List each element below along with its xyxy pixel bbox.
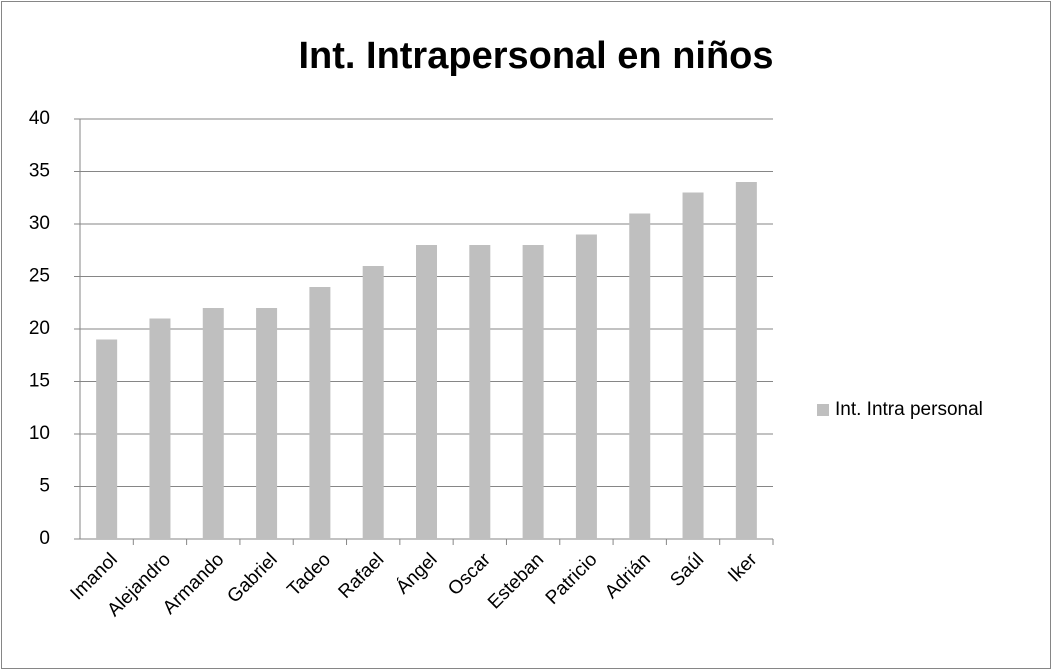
y-tick-label: 25	[29, 266, 50, 287]
bar	[629, 213, 651, 539]
y-tick-label: 30	[29, 213, 50, 234]
bar	[416, 245, 437, 539]
y-tick-label: 40	[29, 108, 50, 129]
chart-title: Int. Intrapersonal en niños	[298, 35, 773, 77]
bar	[469, 245, 491, 539]
bar	[309, 287, 331, 539]
y-tick-label: 0	[39, 528, 50, 549]
bar	[575, 234, 597, 539]
bar	[682, 192, 704, 539]
y-tick-label: 35	[29, 161, 50, 182]
bar	[522, 245, 544, 539]
legend-label: Int. Intra personal	[835, 399, 983, 420]
y-tick-label: 20	[29, 318, 50, 339]
y-tick-label: 5	[39, 476, 50, 497]
bar	[256, 308, 278, 539]
legend-swatch	[817, 404, 829, 416]
y-tick-label: 15	[29, 371, 50, 392]
y-tick-label: 10	[29, 423, 50, 444]
bar	[735, 182, 757, 539]
bar	[362, 266, 384, 539]
bar	[96, 339, 118, 539]
bar	[149, 318, 171, 539]
bar	[202, 308, 224, 539]
